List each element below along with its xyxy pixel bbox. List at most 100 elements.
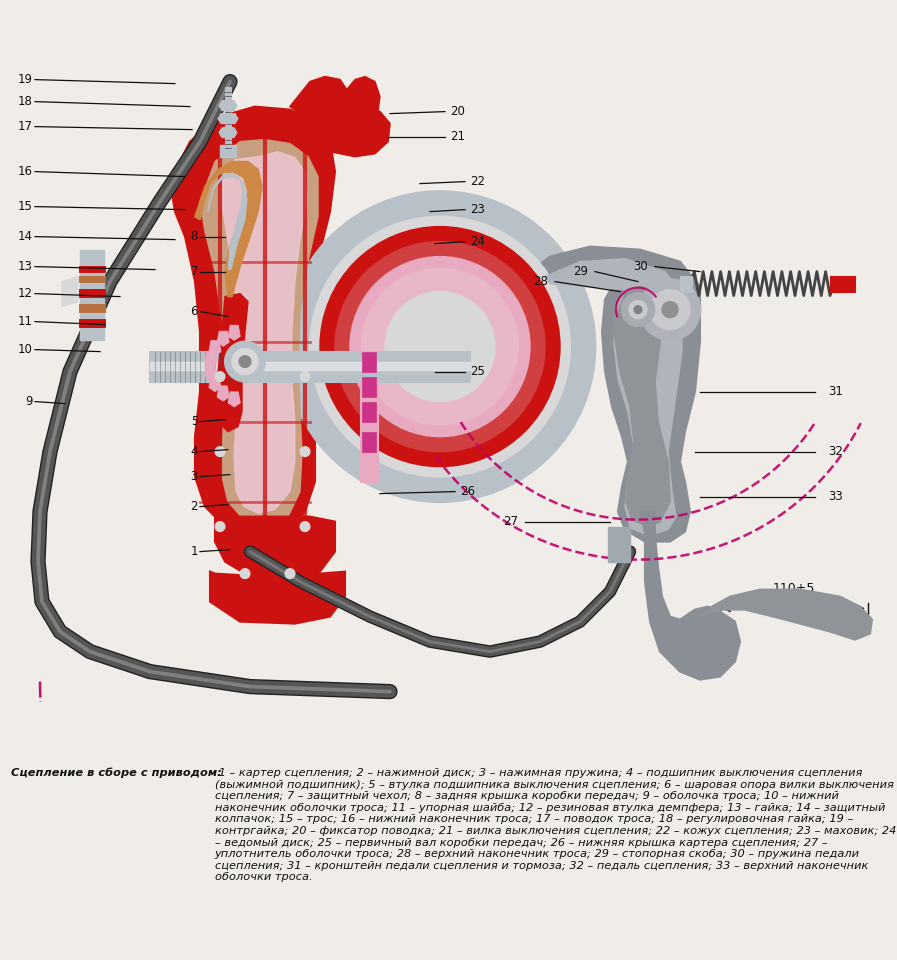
Polygon shape [700, 589, 872, 639]
Polygon shape [219, 101, 237, 110]
Text: 18: 18 [18, 95, 33, 108]
Circle shape [650, 290, 690, 329]
Circle shape [362, 269, 518, 424]
Bar [79, 266, 105, 272]
Text: 25: 25 [470, 365, 485, 378]
Circle shape [225, 342, 265, 381]
Polygon shape [340, 77, 380, 124]
Bar [360, 381, 378, 482]
Polygon shape [210, 571, 345, 624]
Circle shape [634, 305, 642, 314]
Bar [79, 303, 105, 312]
Polygon shape [215, 512, 335, 580]
Text: 16: 16 [18, 165, 33, 179]
Text: 4: 4 [190, 445, 198, 458]
Polygon shape [290, 77, 348, 120]
Text: Сцепление в сборе с приводом:: Сцепление в сборе с приводом: [11, 768, 222, 779]
Text: 5: 5 [191, 415, 198, 428]
Bar [150, 351, 470, 381]
Text: 10: 10 [18, 343, 33, 356]
Text: 28: 28 [533, 276, 548, 288]
Circle shape [215, 446, 225, 457]
Bar [830, 276, 855, 292]
Polygon shape [195, 161, 262, 297]
Text: 13: 13 [18, 260, 33, 273]
Polygon shape [205, 352, 216, 368]
Text: 24: 24 [470, 235, 485, 248]
Text: 26: 26 [460, 485, 475, 498]
Text: 15: 15 [18, 200, 33, 213]
Polygon shape [217, 386, 229, 401]
Text: 21: 21 [450, 131, 465, 143]
Polygon shape [219, 128, 237, 137]
Text: 33: 33 [828, 491, 843, 503]
Polygon shape [200, 139, 318, 523]
Circle shape [662, 301, 678, 318]
Bar [79, 289, 105, 297]
Circle shape [640, 279, 700, 340]
Polygon shape [228, 325, 240, 340]
Text: 23: 23 [470, 204, 485, 216]
Text: 9: 9 [25, 396, 33, 408]
Bar [608, 527, 630, 562]
Text: 7: 7 [190, 265, 198, 278]
Polygon shape [218, 113, 238, 124]
Bar [362, 351, 376, 372]
Bar [220, 145, 236, 156]
Polygon shape [614, 287, 670, 527]
Circle shape [300, 372, 310, 381]
Bar [80, 250, 104, 340]
Polygon shape [217, 331, 229, 347]
Bar [362, 401, 376, 421]
Text: 27: 27 [503, 516, 518, 528]
Text: 6: 6 [190, 305, 198, 318]
Circle shape [285, 568, 295, 579]
Text: 11: 11 [18, 315, 33, 328]
Polygon shape [640, 512, 740, 680]
Bar [79, 319, 105, 326]
Circle shape [300, 521, 310, 532]
Circle shape [232, 348, 258, 374]
Text: 30: 30 [633, 260, 648, 273]
Polygon shape [209, 376, 221, 392]
Circle shape [310, 217, 570, 476]
Polygon shape [208, 174, 247, 270]
Bar [150, 362, 470, 370]
Polygon shape [215, 294, 248, 432]
Bar [362, 432, 376, 451]
Text: 19: 19 [18, 73, 33, 86]
Circle shape [609, 537, 629, 557]
Text: 22: 22 [470, 175, 485, 188]
Polygon shape [170, 107, 335, 537]
Bar [680, 276, 692, 292]
Text: 1: 1 [190, 545, 198, 558]
Text: 8: 8 [191, 230, 198, 243]
Polygon shape [228, 392, 240, 407]
Circle shape [335, 242, 545, 451]
Text: 12: 12 [18, 287, 33, 300]
Bar [362, 376, 376, 396]
Circle shape [320, 227, 560, 467]
Text: 110±5: 110±5 [773, 582, 815, 594]
Circle shape [629, 300, 647, 319]
Text: 14: 14 [18, 230, 33, 243]
Polygon shape [222, 152, 307, 514]
Polygon shape [209, 341, 221, 355]
Circle shape [215, 372, 225, 381]
Text: 2: 2 [190, 500, 198, 513]
Polygon shape [62, 276, 78, 306]
Text: 32: 32 [828, 445, 843, 458]
Text: 29: 29 [573, 265, 588, 278]
Polygon shape [545, 258, 682, 536]
Circle shape [350, 256, 530, 437]
Text: 17: 17 [18, 120, 33, 133]
Circle shape [285, 192, 595, 501]
Circle shape [239, 355, 251, 368]
Circle shape [622, 294, 654, 325]
Text: 1 – картер сцепления; 2 – нажимной диск; 3 – нажимная пружина; 4 – подшипник вык: 1 – картер сцепления; 2 – нажимной диск;… [214, 768, 896, 882]
Bar [79, 276, 105, 281]
Text: 31: 31 [828, 385, 843, 398]
Polygon shape [530, 247, 700, 541]
Text: 3: 3 [191, 470, 198, 483]
Text: 20: 20 [450, 105, 465, 118]
